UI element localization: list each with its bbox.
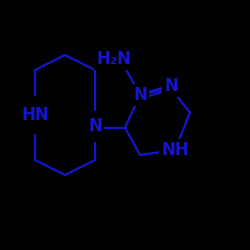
- Text: H₂N: H₂N: [96, 50, 131, 68]
- Text: N: N: [133, 86, 147, 104]
- Text: N: N: [164, 77, 178, 95]
- Text: NH: NH: [161, 141, 189, 159]
- Text: N: N: [88, 117, 102, 135]
- Text: HN: HN: [21, 106, 49, 124]
